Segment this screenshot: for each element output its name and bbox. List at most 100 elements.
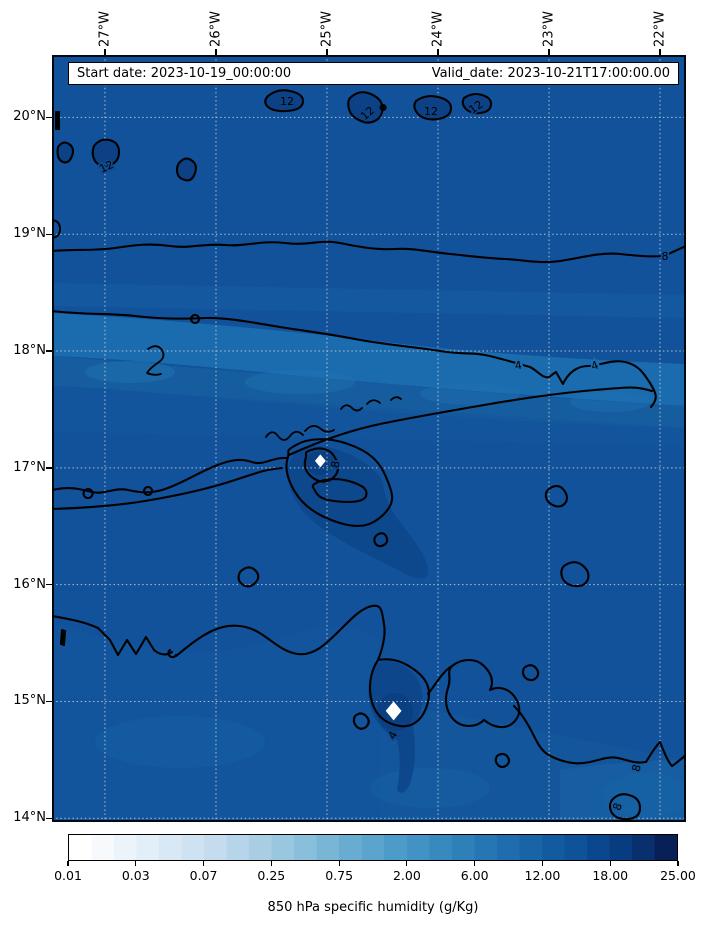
contour-line <box>413 95 453 121</box>
y-tick <box>46 467 52 469</box>
contour-line <box>52 219 61 239</box>
contour-line <box>560 561 590 588</box>
y-tick-label: 19°N <box>13 226 46 242</box>
colorbar-tick <box>202 861 205 866</box>
humidity-band <box>560 760 686 822</box>
contour-line <box>304 425 335 433</box>
contour-line <box>56 141 75 164</box>
contour-line <box>521 664 540 682</box>
humidity-band <box>52 386 686 446</box>
colorbar-label: 850 hPa specific humidity (g/Kg) <box>267 900 479 915</box>
contour-line <box>494 752 511 769</box>
colorbar-tick-label: 12.00 <box>524 868 561 883</box>
y-tick <box>46 350 52 352</box>
contour-label: 12 <box>280 95 294 108</box>
plot-border <box>52 55 686 822</box>
contour-line <box>544 484 569 508</box>
x-tick <box>215 49 217 55</box>
colorbar-tick-label: 0.25 <box>257 868 286 883</box>
humidity-band <box>52 356 686 428</box>
humidity-band <box>52 313 686 406</box>
contour-line <box>368 658 431 728</box>
colorbar <box>68 834 678 861</box>
y-tick <box>46 116 52 119</box>
colorbar-tick-label: 0.01 <box>54 868 82 883</box>
contour-line <box>285 438 394 528</box>
contour-line <box>52 466 284 511</box>
colorbar-tick <box>67 861 69 866</box>
humidity-band <box>52 283 686 318</box>
colorbar-tick <box>406 861 408 866</box>
x-tick <box>548 49 550 55</box>
contour-line <box>54 110 61 131</box>
humidity-band <box>380 700 686 822</box>
colorbar-tick-label: 18.00 <box>592 868 629 883</box>
title-bar: Start date: 2023-10-19_00:00:00 Valid_da… <box>68 62 679 85</box>
contour-line <box>59 628 67 647</box>
humidity-patch <box>570 392 650 412</box>
contour-line <box>373 532 389 548</box>
contour-line <box>91 138 121 167</box>
humidity-band <box>52 624 380 822</box>
x-tick-label: 26°W <box>208 11 224 47</box>
contour-line <box>237 566 260 588</box>
colorbar-tick <box>677 861 679 866</box>
y-tick <box>46 700 52 703</box>
humidity-patch <box>85 361 175 383</box>
y-tick-label: 20°N <box>13 109 46 125</box>
y-tick <box>46 817 52 819</box>
y-tick-label: 14°N <box>13 810 46 826</box>
contour-line <box>175 157 197 182</box>
storm-marker <box>314 454 326 468</box>
colorbar-tick-label: 2.00 <box>392 868 421 883</box>
x-tick-label: 24°W <box>430 11 446 47</box>
contour-line <box>512 704 648 765</box>
y-tick <box>46 583 52 586</box>
contour-line <box>340 396 402 412</box>
x-tick-label: 22°W <box>652 11 668 47</box>
colorbar-tick <box>338 861 340 866</box>
contour-line <box>461 92 493 115</box>
y-tick-label: 16°N <box>13 576 46 592</box>
contour-line <box>265 430 304 441</box>
contour-label: 8 <box>662 250 669 263</box>
x-tick-label: 25°W <box>319 11 335 47</box>
start-date-text: Start date: 2023-10-19_00:00:00 <box>77 66 292 81</box>
contour-line <box>608 793 642 821</box>
contour-line <box>352 712 370 730</box>
contour-line <box>146 345 165 376</box>
colorbar-tick <box>609 861 611 866</box>
humidity-patch <box>420 383 520 405</box>
contour-line <box>264 89 305 113</box>
humidity-patch <box>603 773 686 817</box>
x-tick <box>659 49 661 55</box>
humidity-patch <box>245 370 355 394</box>
humidity-patch <box>370 768 490 808</box>
y-tick-label: 18°N <box>13 343 46 359</box>
y-tick-label: 15°N <box>13 693 46 709</box>
contour-line <box>190 313 201 325</box>
colorbar-tick <box>270 861 272 866</box>
x-tick <box>104 49 106 55</box>
x-tick-label: 27°W <box>97 11 113 47</box>
colorbar-tick-label: 6.00 <box>460 868 489 883</box>
contour-line <box>52 309 657 409</box>
contour-label: 12 <box>424 105 438 118</box>
colorbar-tick-label: 0.07 <box>189 868 218 883</box>
x-tick-label: 23°W <box>541 11 557 47</box>
humidity-patch <box>95 716 265 768</box>
contour-line <box>379 103 387 112</box>
contour-line <box>143 485 154 497</box>
contour-line <box>52 240 686 264</box>
colorbar-tick-label: 0.75 <box>325 868 354 883</box>
contour-line <box>287 386 654 457</box>
colorbar-tick <box>474 861 476 866</box>
colorbar-tick-label: 25.00 <box>660 868 696 883</box>
y-tick-label: 17°N <box>13 460 46 476</box>
contour-line <box>644 740 686 768</box>
storm-marker <box>385 701 402 721</box>
contour-line <box>174 604 386 662</box>
x-tick <box>437 49 439 55</box>
x-tick <box>326 49 328 55</box>
